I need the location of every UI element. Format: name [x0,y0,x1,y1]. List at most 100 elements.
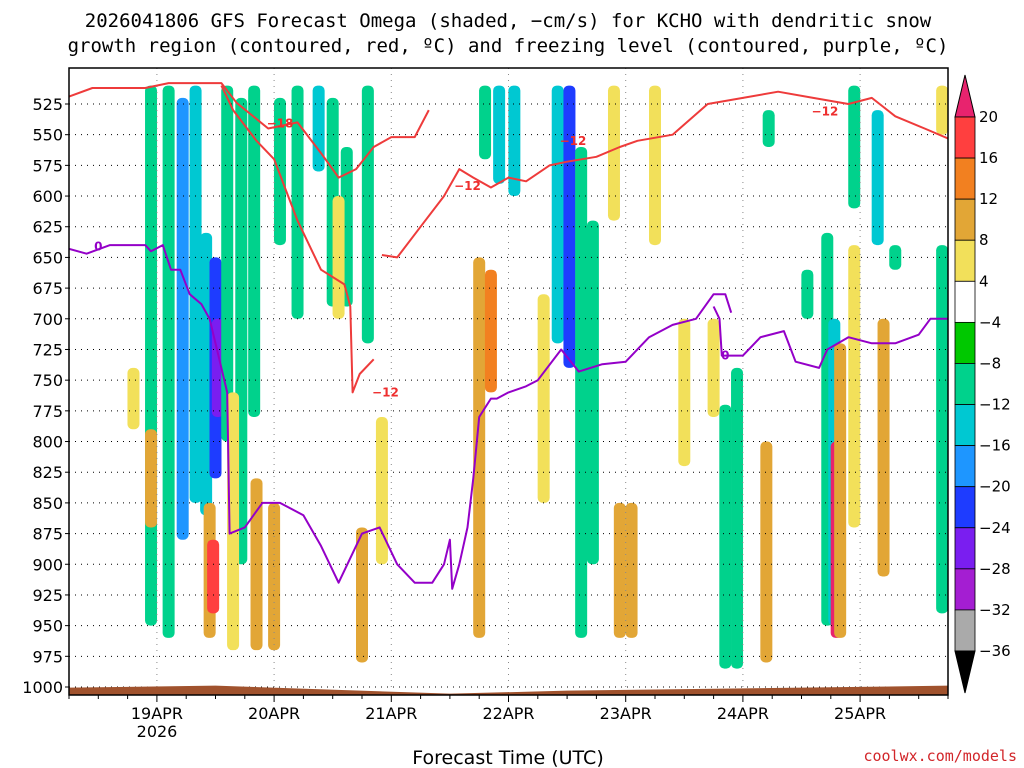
y-tick-label: 600 [32,187,63,206]
omega-cell [563,85,576,368]
omega-cell [848,85,861,209]
colorbar-label: 4 [979,272,989,290]
omega-cell [719,404,732,669]
omega-cell [227,392,240,651]
omega-cell [473,257,486,638]
dendritic-contour-label: −18 [267,117,294,131]
y-tick-label: 575 [32,156,63,175]
colorbar-band [954,239,976,282]
y-tick-label: 625 [32,218,63,237]
omega-cell [189,85,202,503]
colorbar-band [954,568,976,611]
omega-cell [678,318,691,467]
freezing-level-contours: 00 [69,239,948,590]
y-tick-label: 675 [32,279,63,298]
x-tick-label: 22APR [482,704,534,723]
freezing-contour-label: 0 [721,349,729,363]
colorbar-band [954,321,976,364]
dendritic-contour-line [220,85,375,394]
omega-cell [649,85,661,246]
y-tick-label: 850 [32,494,63,513]
x-axis-subtitle: 2026 [137,722,178,741]
colorbar-label: −28 [979,560,1011,578]
y-tick-label: 550 [32,126,63,145]
omega-cell [537,294,550,503]
omega-cell [250,478,263,651]
omega-cell [760,441,773,663]
x-axis-label: Forecast Time (UTC) [412,747,603,768]
colorbar-band [954,116,976,159]
x-tick-label: 21APR [365,704,417,723]
y-tick-label: 800 [32,433,63,452]
colorbar-label: −36 [979,642,1011,660]
omega-cell [801,269,814,319]
omega-cell [889,245,902,270]
dendritic-contour-label: −12 [560,134,587,148]
omega-cell [871,110,884,246]
x-tick-label: 25APR [834,704,886,723]
y-tick-label: 950 [32,617,63,636]
omega-cell [607,85,620,221]
omega-cell [508,85,521,197]
colorbar-band [954,527,976,570]
colorbar-bottom-arrow [954,650,976,694]
dendritic-contour-label: −12 [812,104,839,118]
terrain-layer [69,685,948,695]
omega-cell [312,85,325,172]
chart-title-line1: 2026041806 GFS Forecast Omega (shaded, −… [85,10,932,32]
chart-title-line2: growth region (contoured, red, ºC) and f… [68,35,949,57]
omega-cell [162,85,175,638]
omega-cell [356,527,368,663]
colorbar-label: 20 [979,108,998,126]
dendritic-contour-line [381,90,948,259]
omega-cell [586,220,599,565]
omega-cell [332,196,345,319]
dendritic-contour-label: −12 [454,179,481,193]
omega-cell [936,85,948,135]
freezing-contour-line [69,244,733,590]
omega-shading [127,85,948,669]
colorbar: 20 16 12 8 4 −4 −8 −12 −16 −20 −24 −28 −32 −36 [954,74,1011,694]
y-tick-label: 525 [32,95,63,114]
omega-cell [273,97,286,246]
y-tick-label: 825 [32,463,63,482]
freezing-contour-label: 0 [94,239,102,253]
y-tick-label: 925 [32,586,63,605]
omega-cell [625,502,638,638]
x-tick-label: 23APR [600,704,652,723]
dendritic-contours: −18 −12 −12 −12 −12 [69,82,948,399]
omega-cell [613,502,626,638]
colorbar-band [954,280,976,323]
y-tick-label: 875 [32,525,63,544]
omega-cell [484,269,497,393]
omega-cell [361,85,374,344]
colorbar-label: −32 [979,601,1011,619]
omega-cell [848,245,861,528]
colorbar-label: −8 [979,354,1001,372]
colorbar-band [954,404,976,447]
x-tick-label: 19APR [131,704,183,723]
omega-cell [762,110,775,147]
y-tick-label: 700 [32,310,63,329]
x-tick-label: 20APR [248,704,300,723]
colorbar-label: −12 [979,396,1011,414]
omega-cell [200,232,213,516]
omega-cell [145,429,158,528]
freezing-contour-line [712,306,948,369]
omega-cell [551,85,564,344]
colorbar-label: 16 [979,149,998,167]
omega-cell [479,85,492,160]
colorbar-band [954,363,976,405]
credit-text: coolwx.com/models [863,747,1017,765]
omega-cell [176,97,189,540]
omega-cell [207,539,220,614]
omega-cell [268,502,281,651]
omega-cell [145,85,158,626]
omega-cell [731,367,744,669]
y-tick-label: 650 [32,248,63,267]
omega-cell [707,318,720,417]
colorbar-label: −20 [979,478,1011,496]
dendritic-contour-line [69,82,430,179]
colorbar-band [954,486,976,529]
colorbar-band [954,609,976,652]
